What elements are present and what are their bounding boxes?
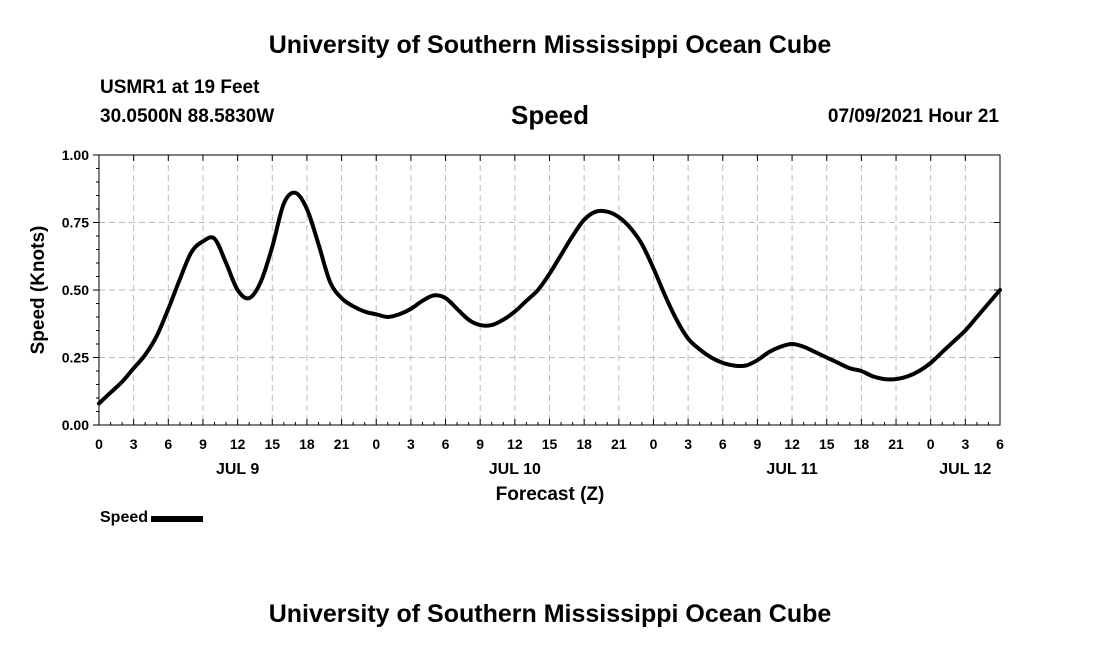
x-tick-label: 3 [961, 436, 969, 452]
x-tick-label: 3 [684, 436, 692, 452]
footer-title: University of Southern Mississippi Ocean… [268, 600, 832, 628]
date-label: JUL 9 [216, 461, 259, 478]
x-tick-label: 6 [719, 436, 727, 452]
x-tick-label: 15 [264, 436, 280, 452]
x-tick-label: 21 [611, 436, 627, 452]
forecast-datetime: 07/09/2021 Hour 21 [827, 106, 999, 127]
x-tick-label: 0 [927, 436, 935, 452]
date-labels: JUL 9 JUL 10 JUL 11 JUL 12 [216, 461, 992, 478]
date-label: JUL 10 [489, 461, 541, 478]
station-coordinates: 30.0500N 88.5830W [100, 106, 275, 127]
x-tick-label: 6 [442, 436, 450, 452]
x-tick-label: 3 [130, 436, 138, 452]
x-tick-label: 12 [507, 436, 523, 452]
date-label: JUL 12 [939, 461, 991, 478]
y-tick-labels: 0.00 0.25 0.50 0.75 1.00 [62, 147, 89, 433]
x-tick-label: 21 [888, 436, 904, 452]
x-tick-label: 15 [819, 436, 835, 452]
y-tick-label: 0.25 [62, 350, 89, 366]
y-tick-label: 0.00 [62, 417, 89, 433]
x-tick-label: 0 [372, 436, 380, 452]
y-tick-label: 0.50 [62, 282, 89, 298]
x-tick-label: 0 [95, 436, 103, 452]
x-tick-label: 0 [650, 436, 658, 452]
x-tick-label: 9 [199, 436, 207, 452]
x-tick-labels: 0 3 6 9 12 15 18 21 0 3 6 9 12 15 18 21 0 3 6 9 12 15 18 21 0 3 6 [95, 436, 1004, 452]
x-tick-label: 12 [784, 436, 800, 452]
x-axis-label: Forecast (Z) [496, 484, 605, 505]
x-tick-label: 9 [476, 436, 484, 452]
x-tick-label: 18 [299, 436, 315, 452]
variable-title: Speed [510, 100, 590, 130]
legend-label: Speed [100, 509, 149, 526]
legend-swatch [151, 516, 204, 522]
y-tick-label: 0.75 [62, 215, 89, 231]
chart-main-title: University of Southern Mississippi Ocean… [268, 31, 832, 59]
x-tick-label: 6 [164, 436, 172, 452]
x-tick-label: 18 [576, 436, 592, 452]
x-tick-label: 3 [407, 436, 415, 452]
x-tick-label: 6 [996, 436, 1004, 452]
x-tick-label: 15 [542, 436, 558, 452]
grid-lines [99, 155, 1000, 425]
y-axis-label: Speed (Knots) [28, 226, 49, 355]
legend: Speed [100, 509, 204, 527]
date-label: JUL 11 [766, 461, 817, 478]
x-tick-label: 18 [854, 436, 870, 452]
x-tick-label: 12 [230, 436, 246, 452]
station-label: USMR1 at 19 Feet [100, 77, 260, 98]
x-tick-label: 9 [754, 436, 762, 452]
y-tick-label: 1.00 [62, 147, 89, 163]
x-tick-label: 21 [334, 436, 350, 452]
speed-series-line [97, 190, 1002, 406]
